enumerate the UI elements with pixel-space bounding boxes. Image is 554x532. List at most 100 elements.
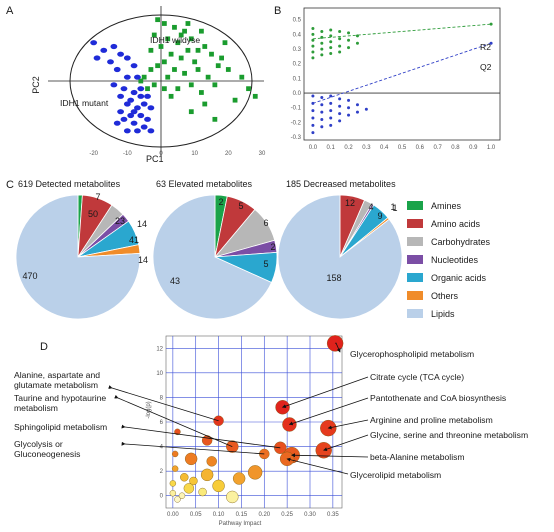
annotation-arrow (327, 419, 369, 430)
pathway-bubble (212, 479, 225, 493)
point-r2 (311, 38, 315, 42)
y-tick-label: -0.2 (291, 120, 302, 126)
legend-swatch (407, 219, 423, 228)
x-tick-label: 0.35 (327, 512, 339, 518)
point-r2 (347, 46, 351, 50)
point-wildtype (195, 67, 201, 72)
x-tick-label: 10 (191, 151, 198, 157)
point-wildtype (165, 36, 171, 42)
point-wildtype (182, 70, 187, 76)
point-mutant (137, 112, 145, 119)
point-q2 (320, 95, 324, 99)
point-wildtype (161, 21, 167, 26)
legend: Amines Amino acids Carbohydrates Nucleotide… (407, 201, 491, 319)
point-wildtype (185, 21, 191, 26)
y-tick-label: 4 (160, 445, 164, 451)
point-wildtype (219, 55, 224, 61)
x-tick-label: -10 (123, 151, 132, 157)
pie-slice (152, 194, 273, 320)
point-wildtype (175, 86, 181, 92)
point-mutant (137, 86, 145, 92)
y-tick-label: 12 (156, 346, 163, 352)
pie-value-label: 2 (270, 242, 275, 252)
pie-slice (15, 194, 141, 320)
pie-value-label: 5 (263, 259, 268, 269)
point-mutant (100, 47, 108, 53)
point-mutant (123, 128, 131, 134)
pca-score-plot: -20 -10 0 10 20 30 IDH1 wildyse IDH1 mutant P… (31, 6, 266, 164)
point-q2 (347, 113, 351, 117)
point-wildtype (148, 67, 154, 72)
pathway-bubble (171, 450, 179, 458)
pie-value-label: 2 (218, 197, 223, 207)
pie-value-label: 50 (88, 209, 98, 219)
point-q2 (329, 109, 333, 113)
point-mutant (127, 97, 135, 103)
point-wildtype (225, 67, 231, 72)
legend-label: Amines (431, 201, 462, 211)
legend-swatch (407, 201, 423, 210)
point-r2 (320, 47, 324, 51)
y-tick-label: 0.5 (293, 18, 302, 24)
point-mutant (117, 51, 124, 57)
pie-value-label: 470 (22, 271, 37, 281)
pathway-label: Pantothenate and CoA biosynthesis (370, 393, 506, 403)
x-tick-label: 0.7 (433, 145, 442, 151)
point-r2 (489, 22, 493, 26)
point-q2 (329, 123, 333, 127)
point-q2 (320, 125, 324, 129)
legend-label: Carbohydrates (431, 237, 491, 247)
point-r2 (338, 50, 342, 54)
point-wildtype (155, 17, 161, 23)
x-tick-label: 0.25 (281, 512, 293, 518)
pie-value-label: 14 (138, 255, 148, 265)
point-mutant (123, 74, 131, 80)
point-q2 (338, 97, 342, 101)
pie-value-label: 23 (115, 216, 125, 226)
pie-value-label: 6 (263, 218, 268, 228)
point-q2 (311, 94, 315, 98)
point-wildtype (222, 40, 228, 46)
point-mutant (134, 105, 141, 111)
annotation-arrow (334, 342, 341, 353)
x-tick-label: 0.00 (167, 512, 179, 518)
point-mutant (113, 120, 121, 126)
pie-title-detected: 619 Detected metabolites (18, 179, 121, 189)
point-q2 (311, 123, 315, 127)
legend-label: Organic acids (431, 273, 487, 283)
point-r2 (320, 41, 324, 45)
point-q2 (355, 103, 359, 107)
x-tick-label: 0.3 (362, 145, 371, 151)
point-wildtype (212, 82, 218, 88)
point-r2 (329, 46, 333, 50)
x-tick-label: 0.10 (213, 512, 225, 518)
point-mutant (127, 112, 135, 119)
panel-letter-c: C (6, 179, 14, 191)
pie-title-elevated: 63 Elevated metabolites (156, 179, 253, 189)
y-tick-label: 0 (160, 494, 164, 500)
point-mutant (90, 40, 98, 46)
x-tick-label: -20 (89, 151, 98, 157)
point-mutant (134, 128, 141, 134)
pathway-bubble (174, 496, 181, 503)
point-r2 (347, 38, 351, 42)
x-tick-label: 0.5 (398, 145, 407, 151)
pie-value-label: 1 (392, 203, 397, 213)
legend-label: Lipids (431, 309, 455, 319)
point-mutant (140, 124, 148, 130)
point-wildtype (151, 32, 157, 38)
panel-letter-d: D (40, 341, 48, 353)
point-r2 (311, 50, 315, 54)
point-q2 (364, 107, 368, 111)
point-r2 (311, 56, 315, 60)
pie-value-label: 14 (137, 219, 147, 229)
point-mutant (123, 55, 131, 61)
pathway-label: Glycine, serine and threonine metabolism (370, 430, 528, 440)
point-mutant (134, 74, 141, 80)
point-mutant (113, 66, 121, 73)
point-q2 (347, 106, 351, 110)
point-mutant (120, 116, 128, 122)
point-mutant (123, 101, 131, 107)
pathway-bubble (183, 483, 195, 494)
x-tick-label: 0.1 (327, 145, 336, 151)
